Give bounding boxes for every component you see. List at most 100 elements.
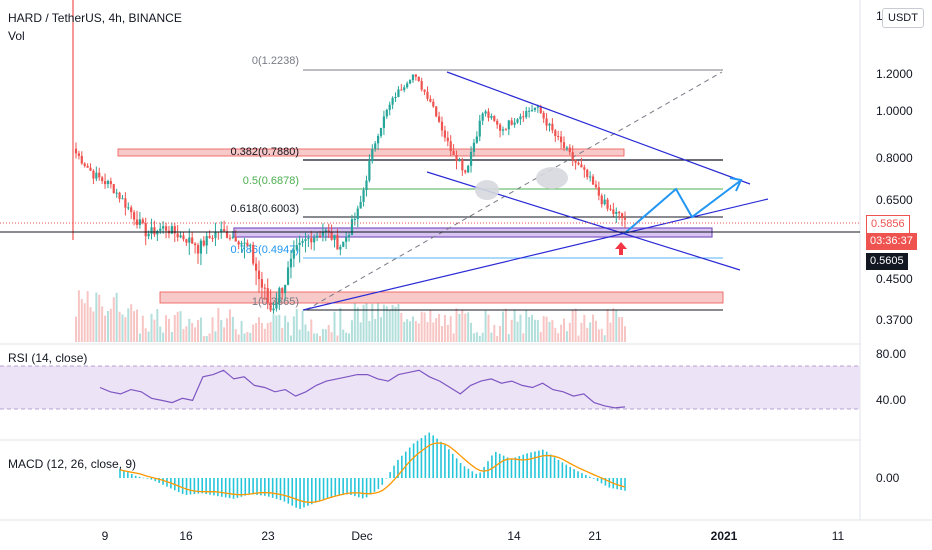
volume-bar xyxy=(496,335,499,342)
volume-label[interactable]: Vol xyxy=(8,29,25,43)
candle-body xyxy=(208,236,211,238)
volume-bar xyxy=(435,318,438,342)
macd-bar xyxy=(377,478,380,490)
volume-bar xyxy=(539,332,542,342)
candle-body xyxy=(501,129,505,131)
volume-bar xyxy=(321,329,324,342)
macd-bar xyxy=(240,478,243,497)
highlight-blob xyxy=(536,167,568,189)
candle-body xyxy=(240,243,243,245)
volume-bars xyxy=(75,290,626,342)
candle-body xyxy=(408,80,412,84)
volume-bar xyxy=(243,333,246,342)
macd-bar xyxy=(385,478,388,479)
volume-bar xyxy=(115,292,118,342)
candle-body xyxy=(406,83,409,88)
candle-body xyxy=(478,120,481,137)
candle-body xyxy=(452,150,455,156)
candle-body xyxy=(432,101,435,107)
symbol-title[interactable]: HARD / TetherUS, 4h, BINANCE xyxy=(8,11,182,25)
volume-bar xyxy=(513,310,516,342)
price-tick: 0.8000 xyxy=(876,151,913,165)
candle-body xyxy=(484,111,487,114)
macd-label[interactable]: MACD (12, 26, close, 9) xyxy=(8,457,137,471)
rsi-label[interactable]: RSI (14, close) xyxy=(8,351,88,365)
volume-bar xyxy=(118,311,121,342)
candle-body xyxy=(542,112,545,119)
time-tick: 2021 xyxy=(711,529,738,543)
volume-bar xyxy=(339,308,342,342)
macd-bar xyxy=(287,478,290,504)
volume-bar xyxy=(563,318,565,342)
volume-bar xyxy=(179,311,182,342)
candle-body xyxy=(530,109,534,111)
volume-bar xyxy=(153,319,156,342)
candle-body xyxy=(597,187,600,196)
volume-bar xyxy=(263,328,266,342)
volume-bar xyxy=(292,316,295,342)
volume-bar xyxy=(516,321,519,342)
macd-bar xyxy=(123,470,125,478)
volume-bar xyxy=(287,322,290,342)
candle-body xyxy=(565,147,569,149)
volume-bar xyxy=(470,322,473,342)
volume-bar xyxy=(298,329,301,342)
volume-bar xyxy=(586,327,589,342)
volume-bar xyxy=(603,335,606,342)
macd-bar xyxy=(620,478,622,490)
resistance-zone xyxy=(117,148,625,157)
macd-signal-line xyxy=(119,442,626,503)
candle-body xyxy=(498,124,502,131)
volume-bar xyxy=(231,316,234,342)
candle-body xyxy=(170,226,173,234)
candle-body xyxy=(437,116,441,122)
macd-bar xyxy=(616,478,618,490)
volume-bar xyxy=(478,335,481,342)
macd-bar xyxy=(236,478,239,498)
candle-body xyxy=(533,107,537,110)
volume-bar xyxy=(86,291,89,342)
candle-body xyxy=(469,151,473,166)
volume-bar xyxy=(542,316,545,342)
volume-bar xyxy=(211,317,214,342)
volume-bar xyxy=(316,333,319,342)
volume-bar xyxy=(127,308,130,342)
candle-body xyxy=(365,180,368,191)
macd-bar xyxy=(530,452,532,478)
macd-bar xyxy=(267,478,270,497)
volume-bar xyxy=(284,315,287,342)
candle-body xyxy=(220,229,223,232)
macd-bar xyxy=(224,478,227,498)
price-tick: 1.2000 xyxy=(876,67,913,81)
candle-body xyxy=(89,167,92,171)
fib-label-0786: 0.786(0.4947) xyxy=(231,244,300,256)
volume-bar xyxy=(252,324,255,342)
time-tick: Dec xyxy=(351,529,372,543)
price-tick: 1.0000 xyxy=(876,104,913,118)
macd-bar xyxy=(534,451,536,478)
macd-bar xyxy=(608,478,611,488)
candle-body xyxy=(106,181,110,185)
candle-body xyxy=(394,97,397,99)
macd-bar xyxy=(252,478,254,495)
volume-bar xyxy=(255,323,258,342)
candle-body xyxy=(249,244,252,246)
macd-bar xyxy=(432,435,434,478)
macd-bar xyxy=(311,478,313,505)
unit-badge[interactable]: USDT xyxy=(882,8,924,28)
macd-bar xyxy=(389,472,391,478)
candle-body xyxy=(254,263,258,271)
macd-bar xyxy=(408,447,411,478)
macd-bar xyxy=(142,477,145,479)
volume-bar xyxy=(191,323,194,342)
volume-bar xyxy=(124,317,127,342)
candle-body xyxy=(185,239,188,243)
macd-bar xyxy=(588,476,591,478)
candle-body xyxy=(481,113,484,121)
macd-bar xyxy=(307,478,309,506)
volume-bar xyxy=(336,335,339,342)
candle-body xyxy=(191,237,194,244)
volume-bar xyxy=(391,304,394,342)
volume-bar xyxy=(269,322,272,342)
